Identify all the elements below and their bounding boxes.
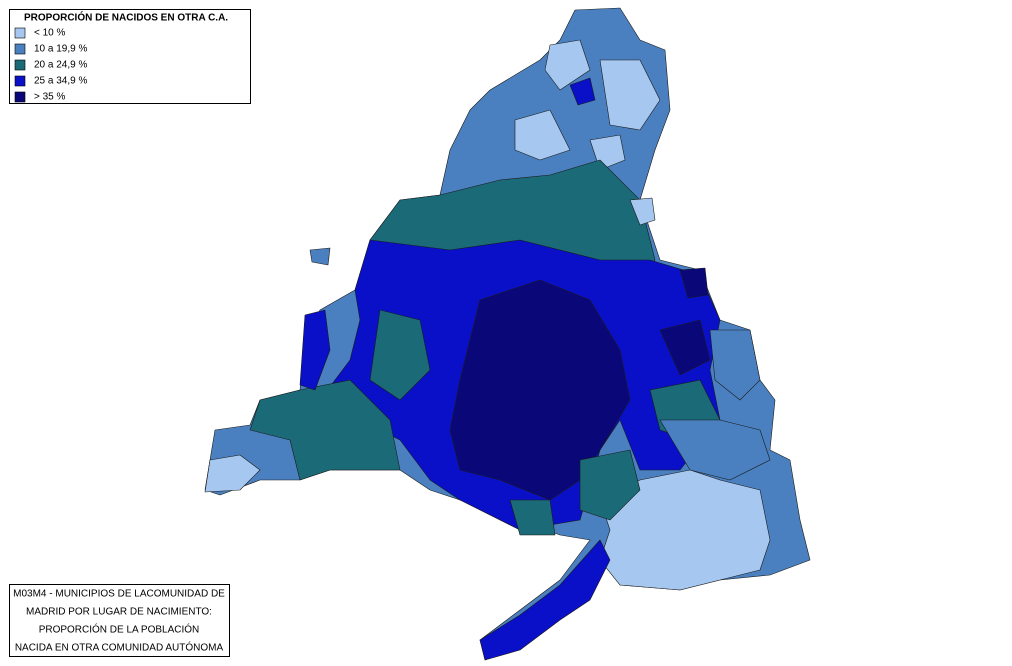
municipality xyxy=(249,379,401,481)
legend-title: PROPORCIÓN DE NACIDOS EN OTRA C.A. xyxy=(24,11,228,24)
municipality xyxy=(579,449,641,521)
legend-swatch xyxy=(14,75,26,87)
municipality xyxy=(299,309,331,391)
legend-label: 25 a 34,9 % xyxy=(34,76,87,87)
municipality xyxy=(659,319,711,376)
legend-swatch xyxy=(14,27,26,39)
municipality xyxy=(629,197,656,226)
legend-box xyxy=(9,9,251,104)
legend-swatch xyxy=(14,43,26,55)
municipality xyxy=(679,267,709,299)
municipality xyxy=(309,247,331,266)
municipality xyxy=(709,329,761,401)
legend: < 10 % 10 a 19,9 % 20 a 24,9 % 25 a 34,9 % >… xyxy=(14,27,87,103)
municipality xyxy=(569,77,596,106)
municipality xyxy=(544,39,591,91)
legend-label: 10 a 19,9 % xyxy=(34,44,87,55)
municipality xyxy=(369,309,431,401)
caption-line: M03M4 - MUNICIPIOS DE LACOMUNIDAD DE xyxy=(13,589,225,600)
municipality xyxy=(514,109,571,161)
legend-swatch xyxy=(14,91,26,103)
regions xyxy=(204,7,811,661)
legend-label: < 10 % xyxy=(34,28,66,39)
caption-line: NACIDA EN OTRA COMUNIDAD AUTÓNOMA xyxy=(15,641,224,654)
caption: M03M4 - MUNICIPIOS DE LACOMUNIDAD DE MADR… xyxy=(13,589,225,654)
legend-label: > 35 % xyxy=(34,92,66,103)
municipality xyxy=(509,499,556,536)
municipality xyxy=(204,454,261,493)
municipality xyxy=(479,539,611,661)
caption-line: MADRID POR LUGAR DE NACIMIENTO: xyxy=(26,607,212,618)
caption-box xyxy=(9,584,230,657)
municipality xyxy=(449,279,631,501)
legend-label: 20 a 24,9 % xyxy=(34,60,87,71)
municipality xyxy=(599,59,661,131)
legend-swatch xyxy=(14,59,26,71)
caption-line: PROPORCIÓN DE LA POBLACIÓN xyxy=(39,623,200,636)
